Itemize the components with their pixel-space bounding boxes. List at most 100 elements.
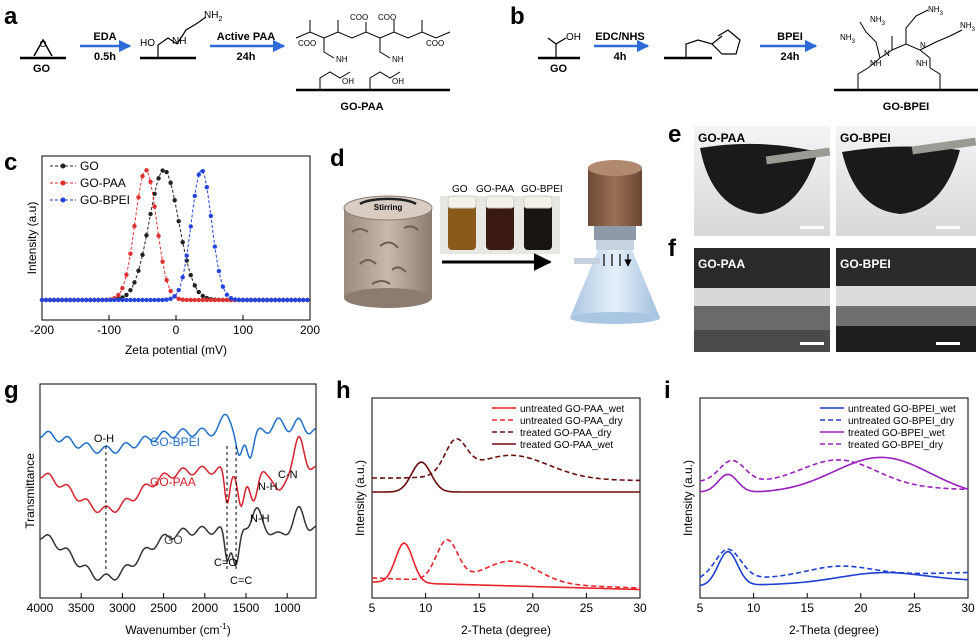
series-point-c-2-64 [168, 296, 173, 302]
series-line-c-0 [42, 169, 310, 301]
series-point-c-2-72 [184, 253, 189, 258]
series-point-c-2-36 [112, 297, 117, 303]
series-point-c-2-62 [164, 297, 169, 302]
series-point-c-2-60 [160, 297, 165, 303]
series-point-c-1-76 [192, 297, 197, 303]
series-point-c-2-22 [84, 297, 89, 303]
series-point-c-2-102 [244, 297, 250, 303]
series-point-c-2-94 [228, 296, 234, 301]
annot-nh2: N-H [250, 513, 270, 525]
panel-label-i: i [664, 377, 671, 404]
oh-a1: OH [342, 77, 354, 86]
series-point-c-2-82 [204, 185, 210, 190]
x-tick-label-c-2: 0 [173, 323, 180, 337]
series-point-c-2-8 [55, 297, 61, 303]
nh3-b1: NH3 [870, 15, 886, 27]
series-point-c-0-62 [164, 169, 169, 175]
x-tick-label-i-1: 10 [747, 601, 761, 615]
series-point-c-2-2 [43, 297, 49, 303]
photo-e-left-label: GO-PAA [698, 131, 745, 145]
zeta-chart: -200 -100 0 100 200 Zeta potential (mV) Intens… [25, 155, 320, 357]
xrd-line-i-1 [699, 548, 969, 578]
panel-label-f: f [668, 235, 677, 262]
series-point-c-0-76 [192, 283, 197, 288]
sem-gopaa-label: GO-PAA [698, 257, 745, 271]
series-point-c-2-98 [236, 297, 242, 303]
x-tick-label-c-0: -200 [30, 323, 54, 337]
series-point-c-0-48 [136, 268, 141, 273]
series-point-c-2-54 [148, 297, 153, 303]
x-axis-label-c: Zeta potential (mV) [125, 343, 227, 357]
legend-label-h-0: untreated GO-PAA_wet [520, 404, 625, 415]
legend-label-c-2: GO-BPEI [80, 193, 130, 207]
x-tick-label-h-4: 25 [580, 601, 594, 615]
series-point-c-2-12 [63, 297, 69, 303]
nh3-b3: NH3 [928, 5, 944, 17]
series-point-c-1-74 [188, 297, 193, 303]
series-point-c-2-26 [92, 297, 97, 303]
legend-label-c-1: GO-PAA [80, 176, 126, 190]
ftir-line-2 [39, 505, 317, 581]
nh2-label-a: NH2 [204, 10, 222, 23]
series-point-c-1-44 [128, 251, 133, 256]
legend-marker-c-2 [60, 197, 66, 203]
series-point-c-1-46 [132, 223, 137, 229]
series-point-c-1-92 [224, 297, 230, 303]
series-point-c-2-124 [289, 297, 294, 303]
series-point-c-0-56 [152, 191, 157, 197]
series-point-c-2-70 [180, 275, 185, 280]
legend-label-c-0: GO [80, 159, 99, 173]
oh-a2: OH [392, 77, 404, 86]
step1-bottom-b: 4h [614, 51, 627, 63]
plot-frame-h [371, 397, 641, 599]
series-point-c-2-20 [80, 297, 85, 303]
series-point-c-2-44 [128, 297, 133, 303]
nh3-b4: NH3 [960, 21, 976, 33]
series-point-c-2-16 [71, 297, 77, 303]
sem-gobpei-label: GO-BPEI [840, 257, 891, 271]
step1-bottom-a: 0.5h [94, 51, 116, 63]
xrd-line-h-1 [371, 538, 641, 589]
cooh-group [547, 37, 567, 58]
label-go: GO [164, 533, 183, 547]
y-axis-label-i: Intensity (a.u.) [681, 460, 695, 536]
series-point-c-0-60 [160, 168, 165, 173]
product-label-b: GO-BPEI [883, 101, 929, 113]
ho-label-a: HO [140, 38, 155, 49]
panel-i: i 5 10 15 20 25 30 2-Theta (degree) Intensity (… [664, 377, 975, 637]
nh-b1: NH [870, 59, 882, 68]
series-point-c-1-60 [160, 259, 165, 264]
ftir-chart: 4000 3500 3000 2500 2000 1500 1000 Wavenumber (… [23, 383, 317, 637]
step1-top-b: EDC/NHS [595, 31, 645, 43]
series-point-c-1-82 [204, 297, 210, 303]
series-point-c-2-86 [212, 244, 218, 249]
series-point-c-1-48 [136, 195, 141, 200]
x-axis-label-h: 2-Theta (degree) [461, 623, 551, 637]
series-point-c-2-66 [172, 294, 177, 299]
series-point-c-2-76 [192, 193, 197, 199]
series-point-c-1-78 [196, 297, 201, 303]
x-tick-label-c-4: 200 [300, 323, 320, 337]
xrd-chart-gobpei: 5 10 15 20 25 30 2-Theta (degree) Intensity (a.… [681, 397, 975, 637]
step2-bottom-a: 24h [237, 51, 256, 63]
x-axis-label-g: Wavenumber (cm-1) [125, 622, 230, 637]
vial-label-gobpei: GO-BPEI [521, 184, 563, 195]
filtration-funnel [570, 160, 660, 324]
series-point-c-2-24 [88, 297, 93, 303]
series-point-c-2-130 [301, 297, 306, 303]
panel-label-g: g [4, 377, 19, 404]
n-b2: N [920, 41, 926, 50]
membrane-gobpei [842, 146, 960, 214]
series-point-c-2-14 [67, 297, 73, 303]
xrd-line-h-3 [371, 461, 640, 493]
x-tick-label-h-3: 20 [526, 601, 540, 615]
y-axis-label-g: Transmittance [23, 453, 37, 529]
series-point-c-2-118 [276, 297, 282, 303]
annot-cn: C-N [278, 469, 298, 481]
panel-label-e: e [668, 121, 681, 148]
legend-marker-c-1 [60, 180, 66, 186]
coo-3: COO [378, 13, 396, 22]
panel-c: c -200 -100 0 100 200 Zeta potential (mV) Inte… [4, 149, 320, 357]
series-point-c-1-72 [184, 297, 189, 303]
photo-e-right-label: GO-BPEI [840, 131, 891, 145]
